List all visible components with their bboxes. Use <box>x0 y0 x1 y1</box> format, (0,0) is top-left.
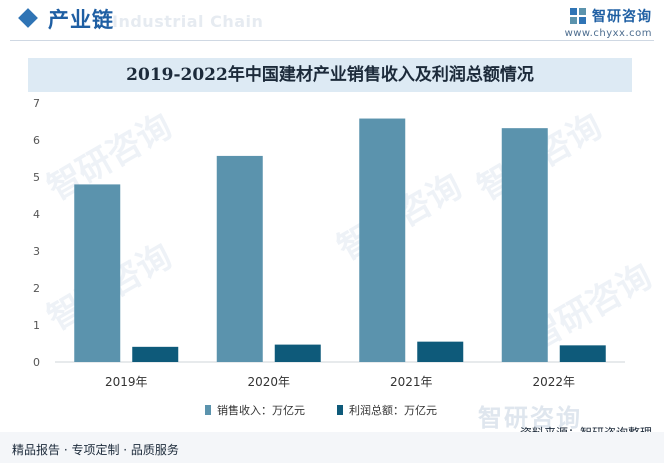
bar-revenue[interactable] <box>216 155 263 362</box>
bar-revenue[interactable] <box>74 184 121 362</box>
footer-tagline: 精品报告 · 专项定制 · 品质服务 <box>12 443 179 457</box>
y-tick-label: 1 <box>33 319 40 332</box>
chart-title: 2019-2022年中国建材产业销售收入及利润总额情况 <box>126 65 534 85</box>
brand-block: 智研咨询 www.chyxx.com <box>565 6 652 39</box>
legend-label[interactable]: 利润总额：万亿元 <box>349 403 437 417</box>
x-tick-label: 2019年 <box>105 375 148 389</box>
chart-title-box: 2019-2022年中国建材产业销售收入及利润总额情况 <box>28 58 632 92</box>
bar-profit[interactable] <box>132 346 179 362</box>
x-tick-label: 2021年 <box>390 375 433 389</box>
bar-revenue[interactable] <box>501 128 548 362</box>
bar-profit[interactable] <box>274 344 321 362</box>
section-title: 产业链 <box>48 8 114 32</box>
brand-url[interactable]: www.chyxx.com <box>564 28 652 39</box>
brand-name: 智研咨询 <box>592 9 652 25</box>
footer-bar: 精品报告 · 专项定制 · 品质服务 <box>0 432 664 463</box>
y-tick-label: 0 <box>33 356 40 369</box>
x-tick-label: 2022年 <box>532 375 575 389</box>
y-tick-label: 7 <box>33 97 40 110</box>
legend-swatch <box>205 405 211 415</box>
y-tick-label: 2 <box>33 282 40 295</box>
x-tick-label: 2020年 <box>247 375 290 389</box>
y-tick-label: 4 <box>33 208 40 221</box>
y-tick-label: 5 <box>33 171 40 184</box>
bar-revenue[interactable] <box>359 118 406 362</box>
bar-profit[interactable] <box>559 345 606 362</box>
legend-swatch <box>337 405 343 415</box>
y-tick-label: 6 <box>33 134 40 147</box>
header-watermark: Industrial Chain <box>112 12 264 31</box>
legend-label[interactable]: 销售收入：万亿元 <box>217 403 305 417</box>
header-divider <box>10 40 654 41</box>
header: 产业链 Industrial Chain <box>0 0 664 44</box>
brand-logo-icon <box>570 8 586 24</box>
y-tick-label: 3 <box>33 245 40 258</box>
source-brand-watermark: 智研咨询 <box>478 404 582 432</box>
bar-profit[interactable] <box>417 341 464 362</box>
